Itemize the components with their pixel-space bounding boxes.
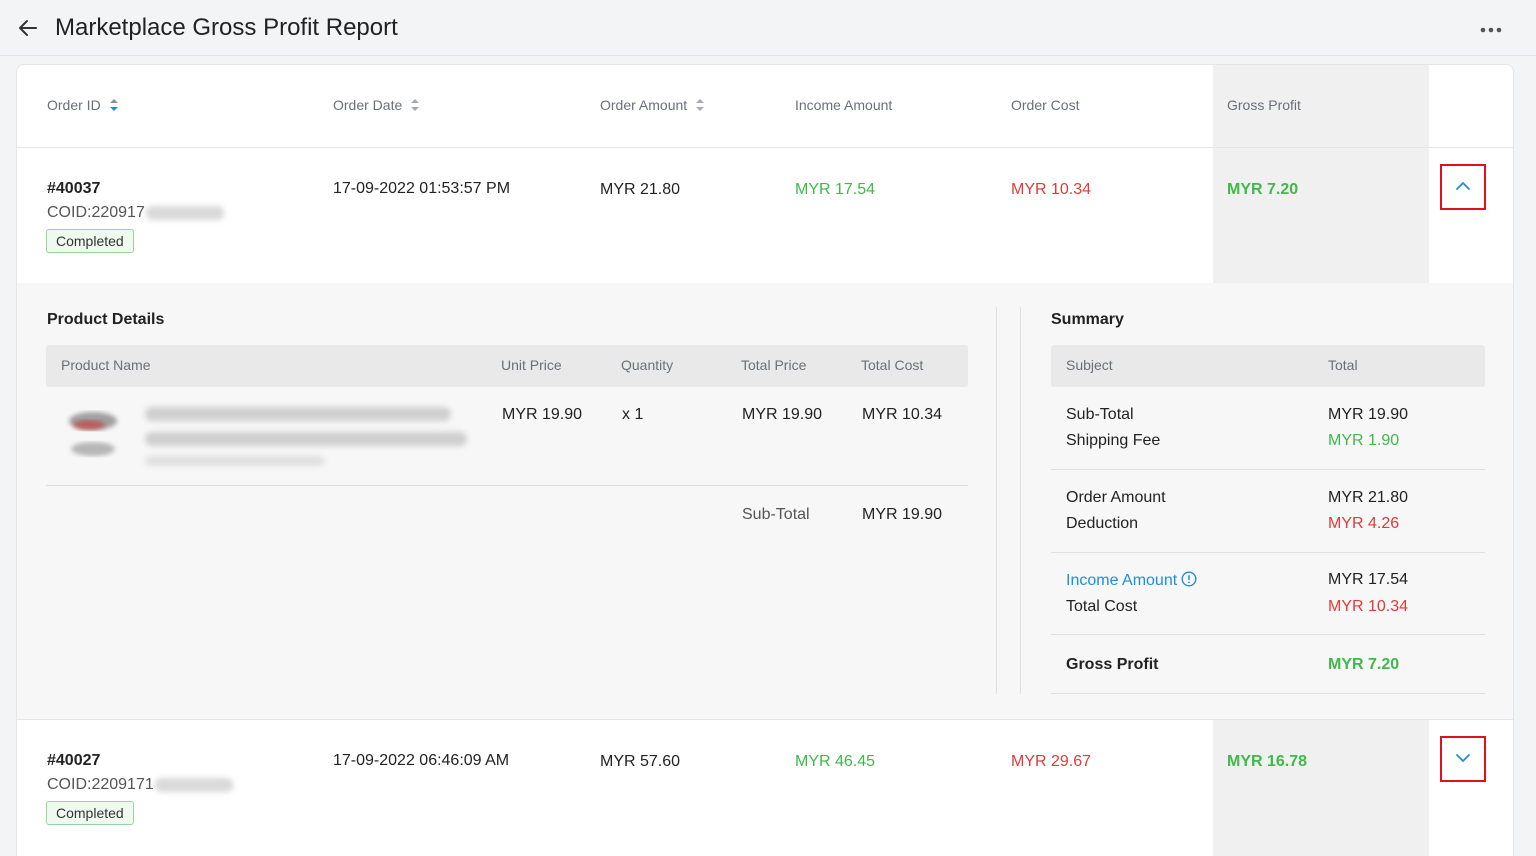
column-header-product-name: Product Name <box>61 357 151 373</box>
report-table-card: Order ID Order Date Order Amount Income … <box>16 64 1514 856</box>
sort-icon[interactable] <box>410 97 420 113</box>
summary-divider <box>1051 634 1485 635</box>
back-arrow-icon[interactable] <box>14 14 42 42</box>
total-cost-label: Total Cost <box>1066 598 1138 615</box>
gross-profit-column-highlight <box>1213 720 1429 856</box>
coid-text: COID:220917 <box>47 204 145 221</box>
column-header-order-cost: Order Cost <box>1011 97 1080 113</box>
column-header-label: Order ID <box>47 97 101 113</box>
gross-profit-value: MYR 7.20 <box>1328 656 1400 673</box>
income-amount: MYR 46.45 <box>795 753 876 770</box>
income-amount-row: Income Amount <box>1066 571 1197 590</box>
unit-price: MYR 19.90 <box>502 406 583 423</box>
column-header-gross-profit: Gross Profit <box>1227 97 1301 113</box>
column-header-label: Order Amount <box>600 97 688 113</box>
chevron-up-icon <box>1455 178 1471 196</box>
column-header-total: Total <box>1328 357 1358 373</box>
product-table-header: Product Name Unit Price Quantity Total P… <box>46 345 968 387</box>
more-options-icon[interactable] <box>1476 20 1508 40</box>
summary-divider <box>1051 552 1485 553</box>
total-cost-value: MYR 10.34 <box>1328 598 1409 615</box>
product-thumbnail <box>63 399 123 465</box>
total-cost: MYR 10.34 <box>862 406 943 423</box>
status-badge: Completed <box>46 229 134 253</box>
income-amount: MYR 17.54 <box>795 181 876 198</box>
redacted-text <box>145 432 467 446</box>
status-badge: Completed <box>46 801 134 825</box>
gross-profit: MYR 7.20 <box>1227 181 1299 198</box>
redacted-text <box>145 407 451 421</box>
shipping-fee-label: Shipping Fee <box>1066 432 1161 449</box>
column-header-subject: Subject <box>1066 357 1113 373</box>
income-amount-value: MYR 17.54 <box>1328 571 1409 588</box>
gross-profit-column-highlight <box>1213 65 1429 283</box>
subtotal-value: MYR 19.90 <box>862 506 943 523</box>
column-header-total-price: Total Price <box>741 357 807 373</box>
order-cost: MYR 10.34 <box>1011 181 1092 198</box>
summary-divider <box>1051 693 1485 694</box>
coid: COID:220917 <box>47 204 224 222</box>
summary-divider <box>1051 469 1485 470</box>
subtotal-label: Sub-Total <box>742 506 810 523</box>
order-date: 17-09-2022 01:53:57 PM <box>333 180 511 197</box>
redacted-text <box>154 777 233 792</box>
top-bar: Marketplace Gross Profit Report <box>0 0 1536 56</box>
coid-text: COID:2209171 <box>47 776 154 793</box>
page-title: Marketplace Gross Profit Report <box>55 14 398 41</box>
order-details-panel: Product Details Product Name Unit Price … <box>17 283 1513 720</box>
chevron-down-icon <box>1455 750 1471 768</box>
header-divider <box>17 147 1513 148</box>
column-header-order-amount[interactable]: Order Amount <box>600 97 705 113</box>
column-header-income-amount: Income Amount <box>795 97 893 113</box>
income-amount-link[interactable]: Income Amount <box>1066 572 1178 589</box>
order-amount-value: MYR 21.80 <box>1328 489 1409 506</box>
order-id: #40037 <box>47 180 101 197</box>
summary-table-header: Subject Total <box>1051 345 1485 387</box>
collapse-row-button[interactable] <box>1440 164 1486 210</box>
total-price: MYR 19.90 <box>742 406 823 423</box>
product-details-title: Product Details <box>47 311 165 328</box>
column-header-unit-price: Unit Price <box>501 357 562 373</box>
order-date: 17-09-2022 06:46:09 AM <box>333 752 510 769</box>
sub-total-label: Sub-Total <box>1066 406 1134 423</box>
product-divider <box>46 485 968 486</box>
sort-icon[interactable] <box>695 97 705 113</box>
order-amount: MYR 21.80 <box>600 181 681 198</box>
shipping-fee-value: MYR 1.90 <box>1328 432 1400 449</box>
vertical-divider <box>1020 307 1021 694</box>
order-amount-label: Order Amount <box>1066 489 1166 506</box>
column-header-order-id[interactable]: Order ID <box>47 97 119 113</box>
coid: COID:2209171 <box>47 776 233 794</box>
order-cost: MYR 29.67 <box>1011 753 1092 770</box>
info-icon[interactable] <box>1181 571 1197 587</box>
column-header-label: Order Date <box>333 97 403 113</box>
column-header-order-date[interactable]: Order Date <box>333 97 420 113</box>
order-amount: MYR 57.60 <box>600 753 681 770</box>
gross-profit-label: Gross Profit <box>1066 656 1159 673</box>
sort-icon[interactable] <box>109 97 119 113</box>
redacted-text <box>145 205 224 220</box>
quantity: x 1 <box>622 406 644 423</box>
summary-title: Summary <box>1051 311 1124 328</box>
column-header-total-cost: Total Cost <box>861 357 924 373</box>
deduction-label: Deduction <box>1066 515 1139 532</box>
sub-total-value: MYR 19.90 <box>1328 406 1409 423</box>
deduction-value: MYR 4.26 <box>1328 515 1400 532</box>
order-id: #40027 <box>47 752 101 769</box>
gross-profit: MYR 16.78 <box>1227 753 1308 770</box>
redacted-text <box>145 456 325 466</box>
vertical-divider <box>996 307 997 694</box>
column-header-quantity: Quantity <box>621 357 674 373</box>
expand-row-button[interactable] <box>1440 736 1486 782</box>
row-divider <box>17 719 1513 720</box>
